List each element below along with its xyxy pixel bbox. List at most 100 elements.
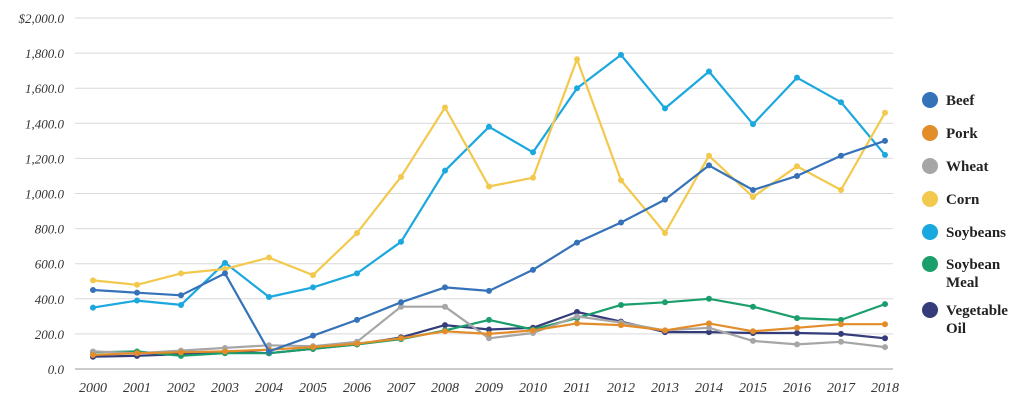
y-tick-label: 1,000.0 (25, 187, 65, 202)
y-tick-label: 800.0 (35, 222, 65, 237)
data-point-corn (266, 254, 272, 261)
data-point-vegetable-oil (838, 330, 844, 337)
data-point-soybeans (398, 238, 404, 245)
data-point-soybeans (90, 304, 96, 311)
data-point-pork (618, 322, 624, 329)
y-tick-label: $2,000.0 (19, 11, 65, 26)
data-point-corn (530, 174, 536, 181)
data-point-pork (222, 348, 228, 355)
x-tick-label: 2015 (739, 381, 767, 396)
y-tick-label: 600.0 (35, 257, 65, 272)
data-point-beef (794, 172, 800, 179)
x-tick-label: 2013 (651, 381, 679, 396)
x-tick-label: 2014 (695, 381, 723, 396)
data-point-soybeans (706, 68, 712, 75)
data-point-wheat (486, 335, 492, 342)
legend-label: Corn (946, 192, 980, 208)
y-tick-label: 1,400.0 (25, 116, 65, 131)
data-point-wheat (838, 338, 844, 345)
data-point-corn (706, 152, 712, 159)
data-point-corn (794, 163, 800, 170)
x-tick-label: 2000 (79, 381, 107, 396)
data-point-corn (134, 281, 140, 288)
data-point-wheat (750, 337, 756, 344)
legend: Beef Pork Wheat Corn Soybeans Soybean Meal Vege… (922, 92, 1008, 337)
data-point-soybeans (134, 297, 140, 304)
legend-label: Wheat (946, 159, 989, 175)
x-tick-label: 2018 (871, 381, 899, 396)
data-point-soybeans (266, 294, 272, 301)
x-tick-label: 2017 (827, 381, 856, 396)
data-point-corn (662, 229, 668, 236)
data-point-beef (486, 287, 492, 294)
x-tick-label: 2009 (475, 381, 503, 396)
data-point-beef (354, 316, 360, 323)
data-point-corn (750, 194, 756, 201)
x-tick-label: 2016 (783, 381, 811, 396)
legend-marker (922, 125, 938, 141)
data-point-pork (90, 351, 96, 358)
y-tick-label: 400.0 (35, 292, 65, 307)
data-point-pork (574, 320, 580, 327)
legend-item-soybean-meal: Soybean Meal (922, 256, 1001, 291)
legend-marker (922, 256, 938, 272)
data-point-pork (662, 327, 668, 334)
data-point-soybeans (178, 301, 184, 308)
legend-label: Soybean Meal (946, 257, 1001, 291)
data-point-beef (398, 299, 404, 306)
data-point-pork (706, 320, 712, 327)
y-tick-label: 0.0 (48, 362, 65, 377)
data-point-beef (310, 332, 316, 339)
data-point-corn (178, 270, 184, 277)
data-point-corn (574, 56, 580, 63)
data-point-soybeans (662, 105, 668, 112)
legend-label: Vegetable Oil (946, 303, 1008, 337)
data-point-soybeans (618, 51, 624, 58)
legend-label: Soybeans (946, 225, 1006, 241)
data-point-beef (266, 348, 272, 355)
x-tick-label: 2012 (607, 381, 635, 396)
legend-label: Beef (946, 93, 975, 109)
legend-marker (922, 302, 938, 318)
data-point-soybeans (222, 259, 228, 266)
data-point-pork (486, 330, 492, 337)
data-point-vegetable-oil (882, 335, 888, 342)
data-point-soybean-meal (882, 301, 888, 308)
legend-marker (922, 191, 938, 207)
data-point-soybean-meal (750, 303, 756, 310)
series-corn (90, 56, 888, 288)
data-point-corn (442, 104, 448, 111)
data-point-corn (486, 183, 492, 190)
x-tick-label: 2006 (343, 381, 371, 396)
data-point-beef (134, 289, 140, 296)
data-point-beef (882, 137, 888, 144)
x-tick-label: 2010 (519, 381, 547, 396)
data-point-corn (354, 229, 360, 236)
grid-layer (75, 17, 893, 370)
data-point-corn (618, 177, 624, 184)
x-tick-label: 2008 (431, 381, 459, 396)
data-point-pork (442, 328, 448, 335)
data-point-wheat (706, 324, 712, 331)
data-point-corn (222, 265, 228, 272)
data-point-soybeans (310, 284, 316, 291)
data-point-pork (178, 349, 184, 356)
data-point-soybean-meal (794, 315, 800, 322)
data-point-corn (398, 173, 404, 180)
data-point-vegetable-oil (486, 326, 492, 333)
series-soybeans (90, 51, 888, 311)
data-point-beef (178, 292, 184, 299)
data-point-wheat (574, 313, 580, 320)
data-point-beef (838, 152, 844, 159)
x-tick-label: 2002 (167, 381, 195, 396)
data-point-vegetable-oil (794, 330, 800, 337)
data-point-soybeans (486, 123, 492, 130)
legend-marker (922, 224, 938, 240)
y-tick-label: 1,800.0 (25, 46, 65, 61)
series-layer (90, 51, 888, 360)
legend-item-vegetable-oil: Vegetable Oil (922, 302, 1008, 337)
data-point-pork (794, 324, 800, 331)
data-point-soybean-meal (706, 295, 712, 302)
data-point-vegetable-oil (442, 322, 448, 329)
